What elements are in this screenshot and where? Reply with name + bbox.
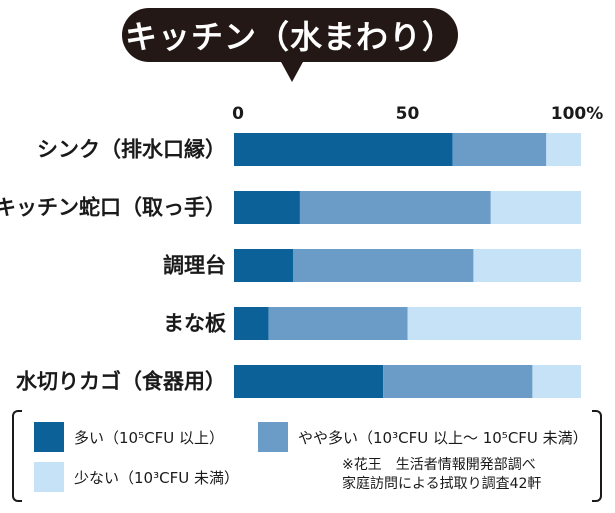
legend-swatch-medium (258, 422, 288, 452)
category-label: シンク（排水口縁） (37, 138, 226, 162)
source-note: ※花王 生活者情報開発部調べ 家庭訪問による拭取り調査42軒 (342, 456, 541, 494)
bar-segment-low (532, 365, 581, 398)
x-tick-label: 100% (551, 104, 604, 124)
title-bubble-tail (280, 60, 304, 82)
category-label: まな板 (163, 312, 227, 336)
bar-segment-high (234, 249, 293, 282)
legend-item-high: 多い（10⁵CFU 以上） (34, 422, 224, 452)
source-note-line1: ※花王 生活者情報開発部調べ (342, 457, 536, 473)
bar-segment-medium (268, 307, 408, 340)
legend-label-high: 多い（10⁵CFU 以上） (74, 428, 224, 447)
bar-segment-medium (452, 133, 547, 166)
bar-segment-low (546, 133, 581, 166)
legend-item-medium: やや多い（10³CFU 以上〜 10⁵CFU 未満） (258, 422, 588, 452)
bar-segment-high (234, 365, 384, 398)
chart-title: キッチン（水まわり） (122, 8, 458, 62)
bar-segment-medium (383, 365, 533, 398)
category-label: 水切りカゴ（食器用） (16, 370, 226, 394)
legend-bracket-right (592, 410, 602, 502)
bar-segment-low (407, 307, 581, 340)
bar-segment-low (473, 249, 581, 282)
bar-segment-high (234, 133, 453, 166)
bar-segment-medium (292, 249, 474, 282)
x-tick-label: 0 (232, 104, 244, 124)
bar-segment-medium (299, 191, 491, 224)
bar-segment-high (234, 307, 269, 340)
legend-label-low: 少ない（10³CFU 未満） (74, 468, 239, 487)
bar-segment-low (490, 191, 581, 224)
legend-swatch-high (34, 422, 64, 452)
category-label: キッチン蛇口（取っ手） (0, 196, 226, 220)
bar-segment-high (234, 191, 300, 224)
stacked-bar-chart: 0 50 100% シンク（排水口縁） キッチン蛇口（取っ手） 調理台まな板水切りカゴ（食… (0, 104, 604, 398)
legend-swatch-low (34, 462, 64, 492)
legend-label-medium: やや多い（10³CFU 以上〜 10⁵CFU 未満） (298, 428, 588, 447)
legend-item-low: 少ない（10³CFU 未満） (34, 462, 239, 492)
legend-bracket-left (12, 410, 22, 502)
category-label: 調理台 (163, 254, 226, 278)
source-note-line2: 家庭訪問による拭取り調査42軒 (342, 476, 542, 492)
legend: 多い（10⁵CFU 以上） やや多い（10³CFU 以上〜 10⁵CFU 未満）… (12, 410, 602, 502)
x-tick-label: 50 (396, 104, 420, 124)
